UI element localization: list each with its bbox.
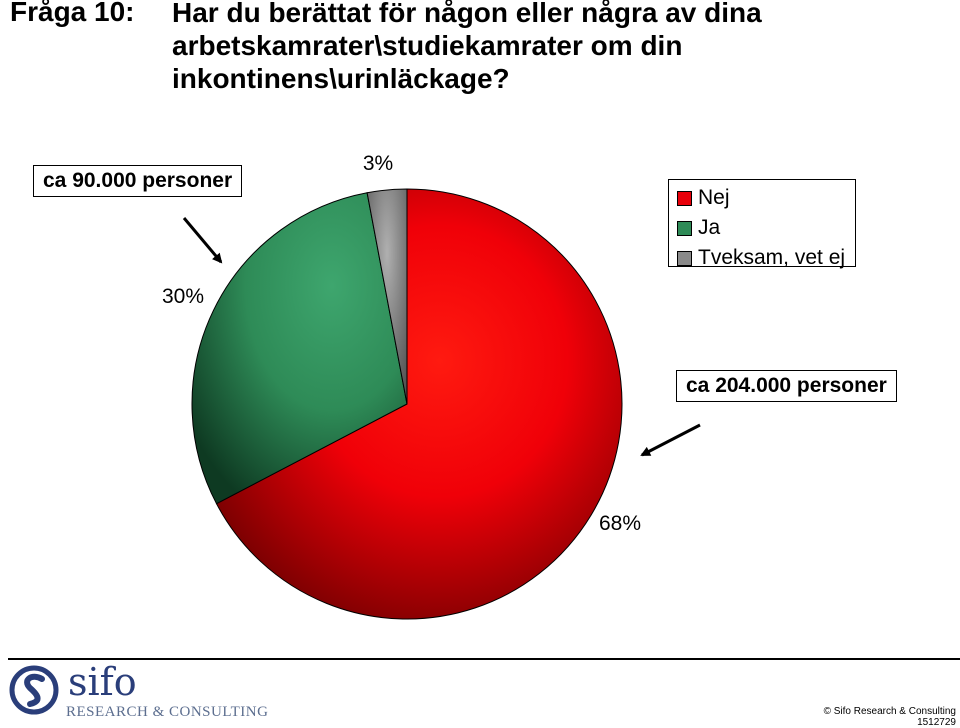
- legend-label-tveksam: Tveksam, vet ej: [698, 246, 846, 269]
- pie-slice-nej: [215, 188, 623, 620]
- legend-label-ja: Ja: [698, 216, 721, 239]
- slice-label-ja: 30%: [162, 285, 204, 308]
- sifo-logo: sifo RESEARCH & CONSULTING: [8, 660, 268, 722]
- legend-swatch-tveksam: [677, 250, 692, 266]
- question-number: Fråga 10:: [10, 0, 135, 27]
- callout-ja-count: ca 90.000 personer: [33, 165, 243, 197]
- question-line-3: inkontinens\urinläckage?: [172, 63, 510, 94]
- question-line-2: arbetskamrater\studiekamrater om din: [172, 30, 683, 61]
- pie-slice-ja: [191, 192, 408, 505]
- slice-label-tveksam: 3%: [363, 152, 393, 175]
- question-line-1: Har du berättat för någon eller några av…: [172, 0, 762, 28]
- legend-item-nej: Nej: [677, 183, 855, 213]
- question-text: Har du berättat för någon eller några av…: [172, 0, 932, 95]
- legend-item-tveksam: Tveksam, vet ej: [677, 243, 855, 273]
- document-code: 1512729: [917, 717, 956, 728]
- legend-swatch-nej: [677, 190, 692, 206]
- pie-chart: 68% 30% 3%: [162, 152, 701, 620]
- slice-label-nej: 68%: [599, 512, 641, 535]
- legend-swatch-ja: [677, 220, 692, 236]
- footer-divider: [8, 658, 960, 660]
- legend-item-ja: Ja: [677, 213, 855, 243]
- copyright-notice: © Sifo Research & Consulting 1512729: [824, 706, 956, 728]
- logo-wordmark: sifo: [68, 660, 137, 704]
- legend-label-nej: Nej: [698, 186, 730, 209]
- logo-subtitle: RESEARCH & CONSULTING: [66, 704, 269, 720]
- callout-arrow-nej: [640, 423, 701, 457]
- copyright-text: © Sifo Research & Consulting: [823, 706, 956, 717]
- pie-slice-tveksam: [366, 188, 408, 405]
- callout-nej-count: ca 204.000 personer: [676, 370, 897, 402]
- sifo-emblem-icon: [9, 665, 59, 715]
- callout-arrow-ja: [182, 217, 223, 264]
- chart-legend: Nej Ja Tveksam, vet ej: [668, 179, 856, 269]
